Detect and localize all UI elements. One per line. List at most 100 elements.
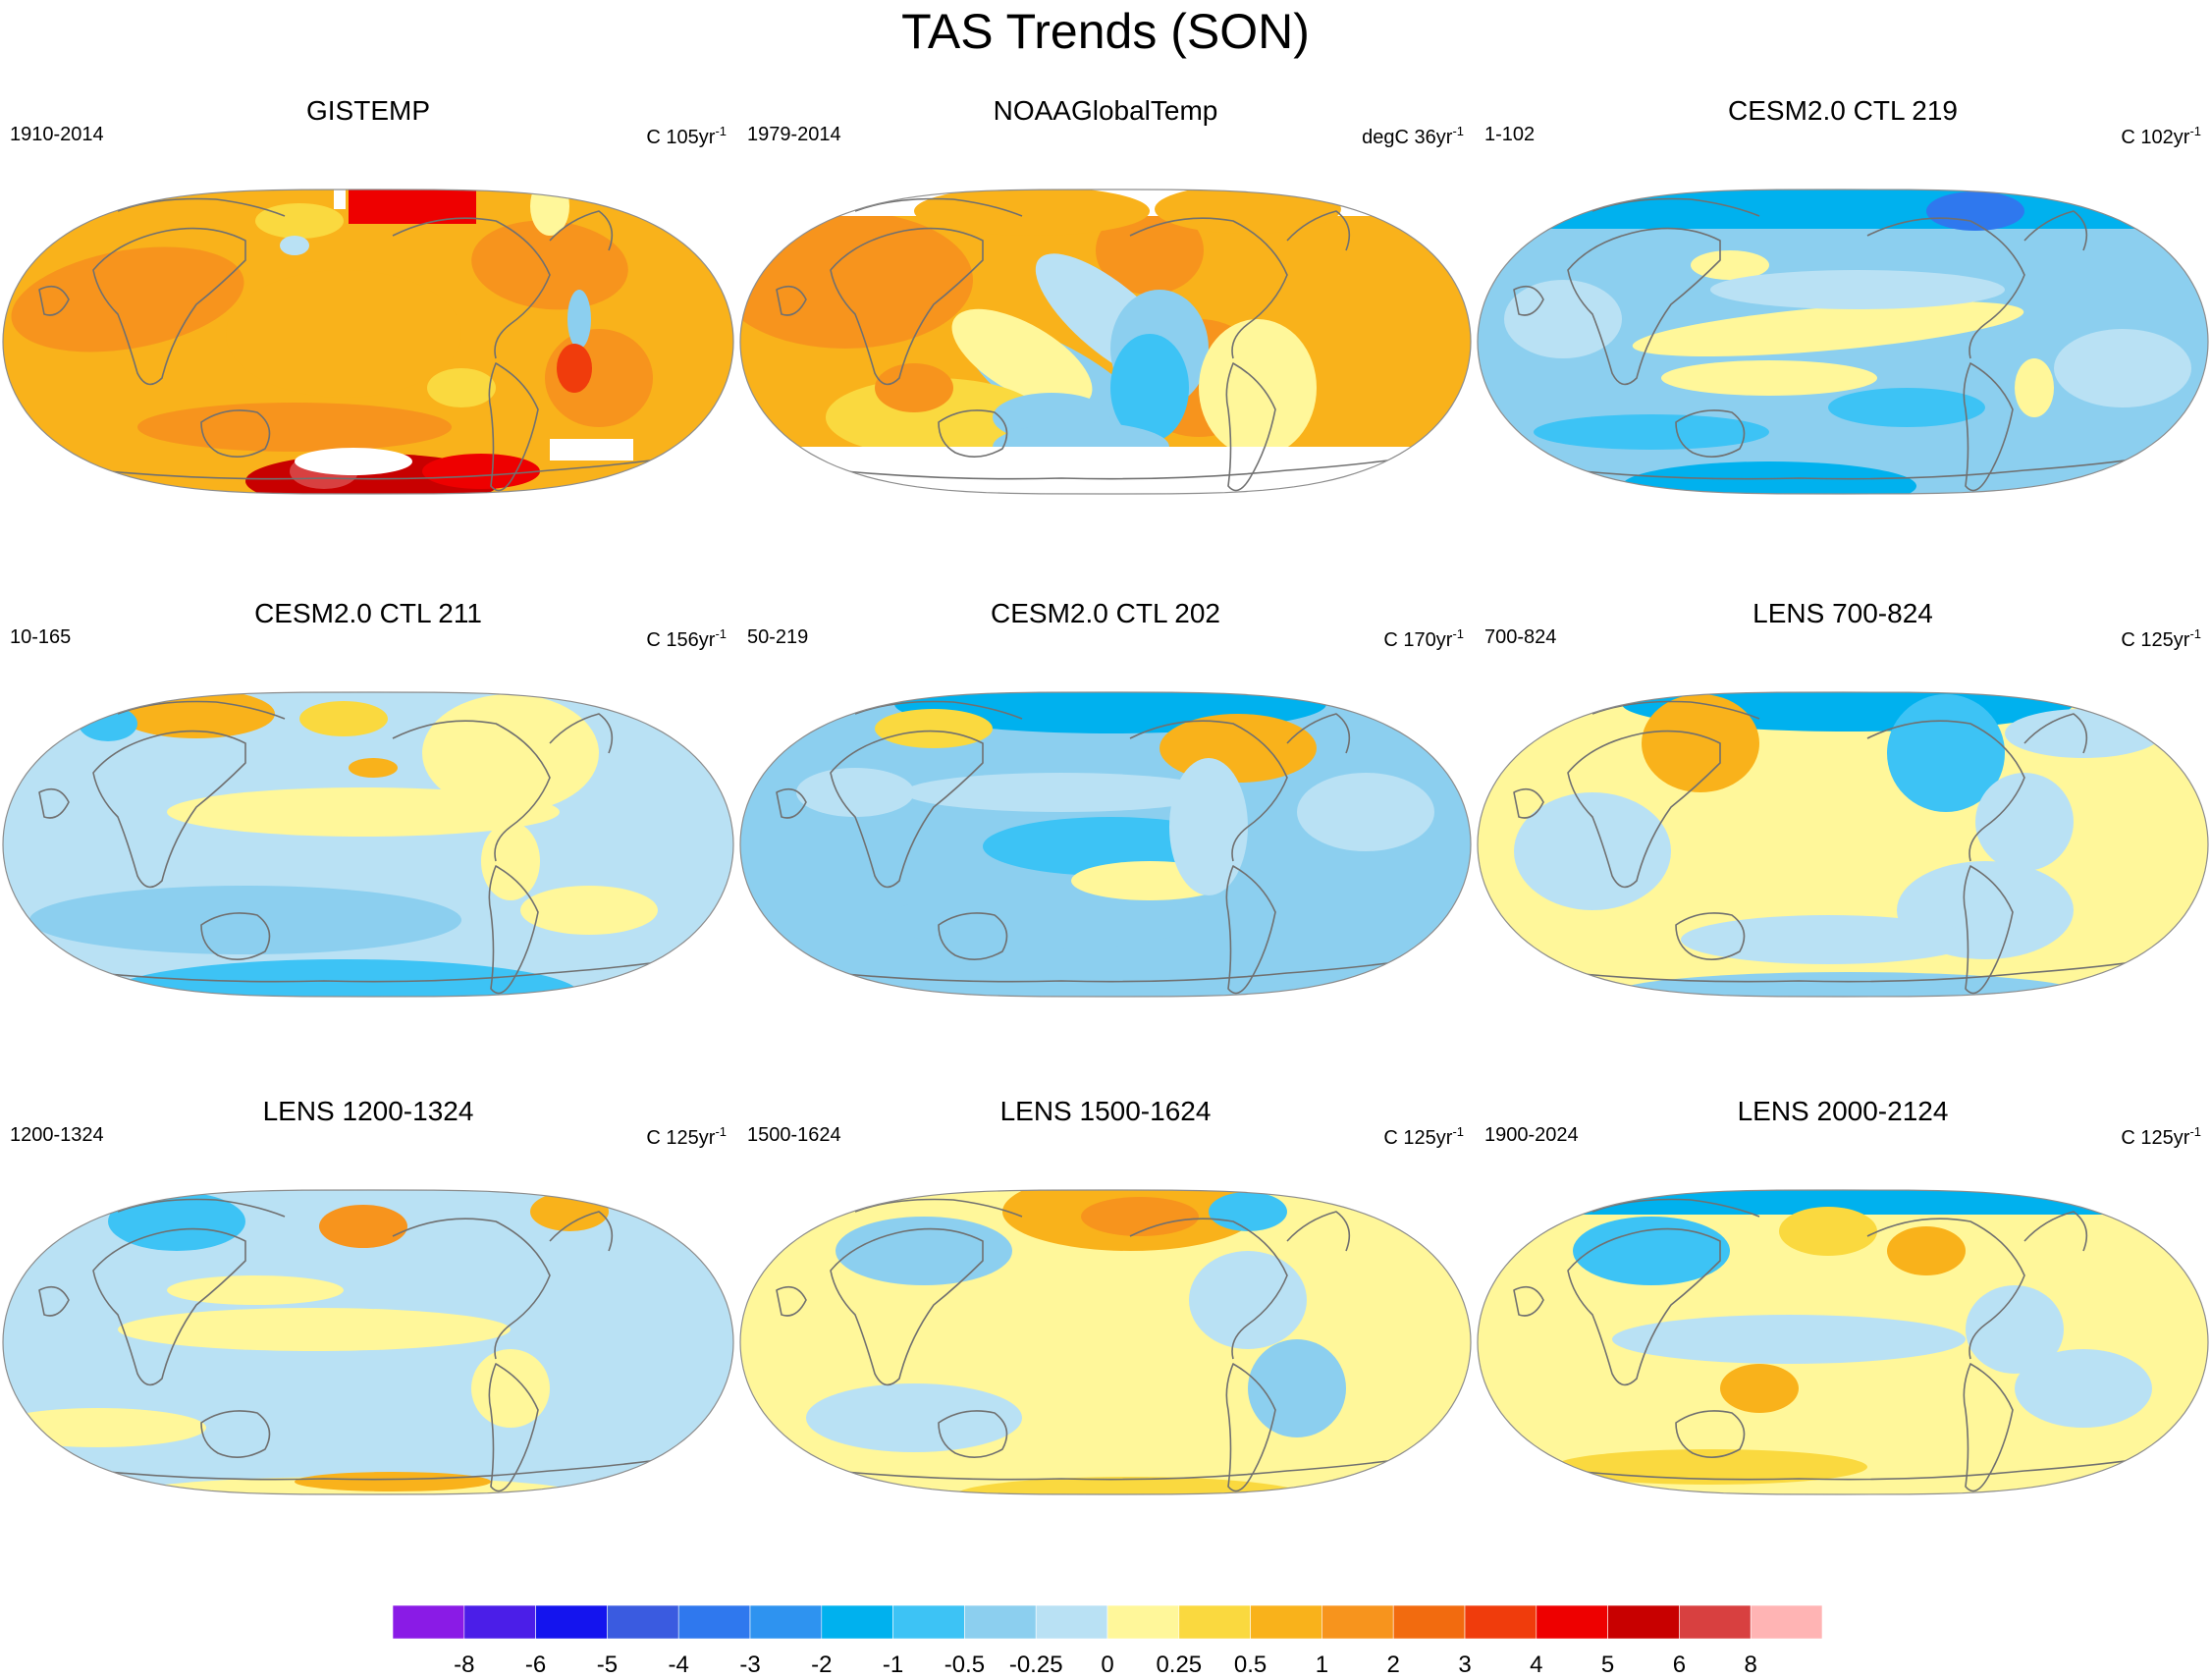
colorbar-swatch: [1106, 1605, 1180, 1640]
contour-region: [3, 1408, 206, 1447]
coastline: [1129, 720, 1288, 862]
coastline: [1866, 217, 2025, 359]
map-boundary: [2, 189, 734, 495]
map-panel: NOAAGlobalTemp 1979-2014 degC 36yr-1: [737, 93, 1474, 594]
coastline: [1129, 217, 1288, 359]
coastline: [1286, 1211, 1351, 1252]
panel-period: 50-219: [747, 626, 809, 648]
contour-region: [255, 203, 344, 239]
contour-region: [471, 1349, 550, 1428]
coastline: [107, 456, 678, 480]
coastline: [1963, 1363, 2014, 1492]
contour-region: [1975, 773, 2074, 871]
contour-region: [108, 1192, 245, 1251]
contour-region: [1297, 773, 1434, 851]
contour-region: [557, 344, 592, 393]
colorbar-swatch: [1607, 1605, 1680, 1640]
panel-title: LENS 2000-2124: [1737, 1096, 1949, 1126]
contour-region: [1710, 270, 2005, 309]
contour-region: [1573, 1217, 1730, 1285]
map-boundary: [739, 1189, 1472, 1495]
panel-period: 1200-1324: [10, 1124, 104, 1146]
contour-region: [1632, 300, 2024, 357]
colorbar-legend: -8 -6 -5 -4 -3 -2 -1 -0.5 -0.25 0 0.25 0.5 1 2 3 4 5 6 8: [393, 1605, 1822, 1680]
coastline: [549, 713, 614, 754]
panel-title: CESM2.0 CTL 219: [1728, 95, 1958, 126]
coastline: [1225, 1363, 1276, 1492]
colorbar-tick-label: -1: [883, 1652, 903, 1678]
panel-units: C 125yr-1: [646, 1124, 727, 1149]
contour-region: [79, 706, 137, 741]
colorbar-tick-label: 5: [1601, 1652, 1614, 1678]
contour-region: [520, 886, 658, 935]
map-plot: [739, 189, 1472, 495]
coastline: [830, 730, 984, 889]
panel-period: 1910-2014: [10, 124, 104, 145]
contour-region: [836, 1217, 1012, 1285]
contour-region: [1081, 1197, 1199, 1236]
contour-region: [299, 701, 388, 736]
coastline: [854, 1198, 1023, 1218]
colorbar-swatch: [463, 1605, 536, 1640]
contour-region: [1179, 1491, 1336, 1494]
coastline: [1513, 1285, 1544, 1317]
coastline: [488, 1363, 539, 1492]
coastline: [549, 1211, 614, 1252]
colorbar-swatch: [677, 1605, 751, 1640]
contour-region: [1189, 1251, 1307, 1349]
coastline: [776, 285, 807, 316]
coastline: [844, 456, 1416, 480]
panel-units: C 125yr-1: [2121, 626, 2201, 651]
contour-region: [137, 403, 452, 452]
coastline: [38, 1285, 70, 1317]
colorbar-tick-label: 6: [1673, 1652, 1686, 1678]
coastline: [200, 912, 271, 960]
colorbar-svg: -8 -6 -5 -4 -3 -2 -1 -0.5 -0.25 0 0.25 0.5 1 2 3 4 5 6 8: [393, 1605, 1822, 1678]
coastline: [1582, 456, 2153, 480]
colorbar-tick-label: -3: [739, 1652, 760, 1678]
coastline: [1567, 227, 1721, 386]
colorbar-tick-label: 0.5: [1234, 1652, 1267, 1678]
panel-units: C 125yr-1: [1383, 1124, 1464, 1149]
colorbar-tick-label: -2: [811, 1652, 832, 1678]
contour-region: [914, 190, 1150, 236]
contour-region: [2054, 329, 2191, 407]
map-panel: CESM2.0 CTL 202 50-219 C 170yr-1: [737, 596, 1474, 1097]
contour-region: [1887, 1226, 1966, 1275]
contour-region: [1504, 280, 1622, 358]
contour-region: [1779, 1207, 1877, 1256]
map-boundary: [1477, 1189, 2209, 1495]
coastline: [1591, 700, 1760, 720]
colorbar-tick-label: -0.5: [944, 1652, 985, 1678]
contour-region: [295, 1472, 491, 1491]
map-panel: CESM2.0 CTL 211 10-165 C 156yr-1: [0, 596, 736, 1097]
coastline: [1866, 1218, 2025, 1360]
colorbar-tick-label: 1: [1316, 1652, 1328, 1678]
coastline: [1567, 1227, 1721, 1386]
panel-title: NOAAGlobalTemp: [993, 95, 1218, 126]
colorbar-tick-label: -8: [454, 1652, 474, 1678]
contour-region: [1691, 250, 1769, 280]
panel-title: LENS 1500-1624: [999, 1096, 1212, 1126]
colorbar-tick-label: 4: [1530, 1652, 1542, 1678]
contour-region: [567, 290, 591, 349]
colorbar-tick-label: 3: [1458, 1652, 1471, 1678]
coastline: [854, 197, 1023, 217]
contour-region: [1248, 1339, 1346, 1437]
contour-region: [806, 1383, 1022, 1452]
contour-region: [1612, 1315, 1966, 1364]
panel-title: LENS 700-824: [1753, 598, 1933, 628]
coastline: [392, 1218, 551, 1360]
contour-region: [740, 1190, 1471, 1494]
contour-region: [1661, 360, 1877, 396]
contour-region: [530, 190, 569, 236]
panel-period: 1900-2024: [1484, 1124, 1579, 1146]
coastline: [392, 217, 551, 359]
coastline: [117, 1198, 286, 1218]
colorbar-swatch: [821, 1605, 893, 1640]
coastline: [1513, 285, 1544, 316]
contour-region: [951, 308, 1093, 408]
coastline: [830, 1227, 984, 1386]
map-plot: [739, 691, 1472, 998]
